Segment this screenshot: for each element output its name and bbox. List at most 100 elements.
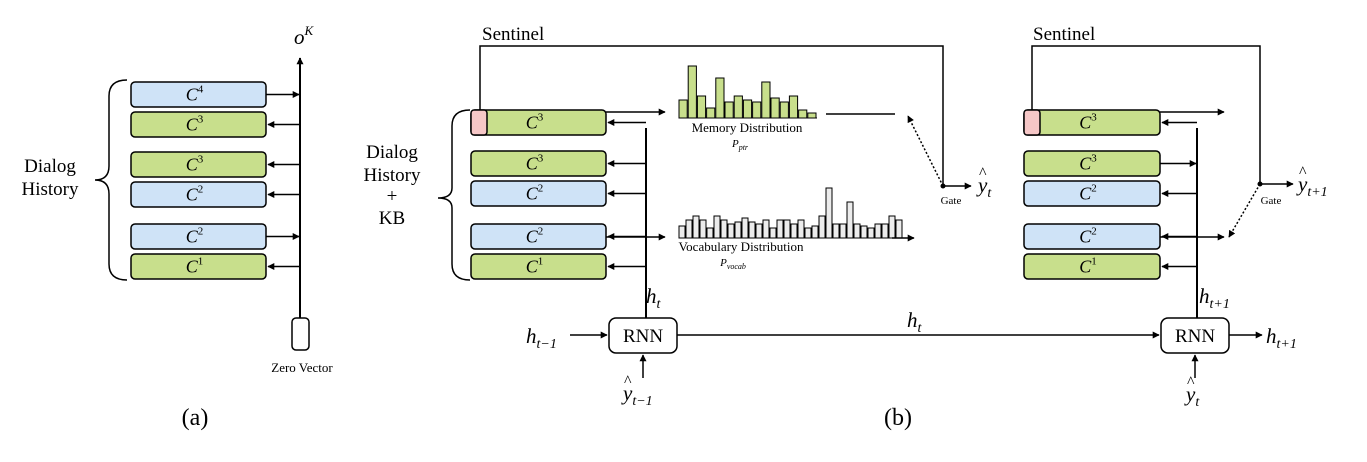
memory-block-c3: C3 xyxy=(1023,150,1197,177)
memory-block-rect xyxy=(130,253,267,280)
h-t-minus-1-label: ht−1 xyxy=(526,324,557,352)
dialog-history-brace xyxy=(94,79,128,281)
panel-b-left-memory-blocks: C3 C3 C2 C2 C1 xyxy=(470,109,646,280)
histogram-bar xyxy=(724,101,734,119)
memory-block-rect xyxy=(470,180,607,207)
histogram-bar xyxy=(895,219,903,239)
memory-block-rect xyxy=(1023,253,1161,280)
dialog-history-kb-brace xyxy=(437,109,471,281)
memory-block-c4: C4 xyxy=(130,81,300,108)
caption-b: (b) xyxy=(884,405,912,431)
memory-block-label: C2 xyxy=(186,184,204,205)
memory-block-label: C2 xyxy=(526,226,544,247)
memory-distribution-histogram xyxy=(678,65,817,119)
histogram-bar xyxy=(807,112,817,119)
zero-vector-label: Zero Vector xyxy=(271,360,333,375)
y-hat-t-plus-1-hat: ^ xyxy=(1299,164,1307,181)
histogram-bar xyxy=(790,223,798,239)
memory-block-rect xyxy=(130,111,267,138)
memory-block-label: C3 xyxy=(1079,153,1097,174)
sentinel-left-cell xyxy=(470,109,488,136)
dialog-history-kb-label-line1: Dialog xyxy=(366,142,418,163)
histogram-bar xyxy=(696,95,707,119)
histogram-bar xyxy=(687,65,697,119)
histogram-bar xyxy=(748,221,756,239)
histogram-bar xyxy=(742,99,753,119)
y-hat-t-input-hat: ^ xyxy=(1187,374,1195,391)
histogram-bar xyxy=(685,219,693,239)
h-t-left-label: ht xyxy=(646,284,662,312)
histogram-bar xyxy=(720,219,728,239)
histogram-bar xyxy=(783,219,791,239)
histogram-bar xyxy=(804,227,812,239)
histogram-bar xyxy=(761,81,771,119)
gate-right-label: Gate xyxy=(1261,195,1282,207)
zero-vector-box xyxy=(291,317,310,351)
memory-block-c3: C3 xyxy=(470,150,646,177)
histogram-bar xyxy=(798,109,808,119)
histogram-bar xyxy=(706,107,716,119)
histogram-bar xyxy=(846,201,854,239)
memory-block-c3: C3 xyxy=(1023,109,1197,136)
memory-distribution-label: Memory Distribution xyxy=(692,120,803,135)
output-label: oK xyxy=(294,23,315,49)
histogram-bar xyxy=(752,101,762,119)
histogram-bar xyxy=(699,219,707,239)
histogram-bar xyxy=(867,227,875,239)
memory-block-label: C3 xyxy=(186,114,204,135)
memory-block-c2: C2 xyxy=(1023,223,1197,250)
h-t-mid-label: ht xyxy=(907,308,923,336)
y-hat-t-label: yt xyxy=(976,173,992,201)
sentinel-right-cell xyxy=(1023,109,1041,136)
memory-block-rect xyxy=(470,253,607,280)
histogram-bar xyxy=(733,95,743,119)
histogram-bar xyxy=(832,223,840,239)
histogram-bar xyxy=(770,97,780,119)
panel-b-right-memory-blocks: C3 C3 C2 C2 C1 xyxy=(1023,109,1197,280)
histogram-bar xyxy=(888,215,896,239)
memory-block-label: C4 xyxy=(186,84,204,105)
memory-block-label: C2 xyxy=(1079,226,1097,247)
memory-block-c1: C1 xyxy=(130,253,300,280)
memory-block-label: C1 xyxy=(1079,256,1097,277)
memory-block-label: C3 xyxy=(186,154,204,175)
histogram-bar xyxy=(706,227,714,239)
dialog-history-label-line2: History xyxy=(22,179,80,200)
histogram-bar xyxy=(839,223,847,239)
histogram-bar xyxy=(811,225,819,239)
histogram-bar xyxy=(692,215,700,239)
histogram-bar xyxy=(762,219,770,239)
histogram-bar xyxy=(678,99,688,119)
memory-block-label: C2 xyxy=(186,226,204,247)
p-vocab-label: Pvocab xyxy=(719,257,746,271)
memory-block-label: C1 xyxy=(186,256,204,277)
panel-a-memory-blocks: C4 C3 C3 C2 C2 C1 xyxy=(130,81,300,280)
gate-left-label: Gate xyxy=(941,195,962,207)
y-hat-t-plus-1-label: yt+1 xyxy=(1296,172,1328,200)
gate-left-switch xyxy=(907,115,944,187)
memory-block-c2: C2 xyxy=(470,180,646,207)
histogram-bar xyxy=(853,223,861,239)
histogram-bar xyxy=(715,77,725,119)
h-t-plus-1-out-label: ht+1 xyxy=(1266,324,1297,352)
histogram-bar xyxy=(797,219,805,239)
p-ptr-label: Pptr xyxy=(731,138,749,152)
y-hat-t-minus-1-hat: ^ xyxy=(624,373,632,390)
histogram-bar xyxy=(776,219,784,239)
histogram-bar xyxy=(825,187,833,239)
memory-block-label: C1 xyxy=(526,256,544,277)
y-hat-t-input-label: yt xyxy=(1184,382,1200,410)
dialog-history-kb-label-line3: + xyxy=(387,186,398,207)
memory-block-label: C2 xyxy=(1079,183,1097,204)
caption-a: (a) xyxy=(182,405,209,431)
histogram-bar xyxy=(860,225,868,239)
sentinel-right-line xyxy=(1031,45,1261,184)
histogram-bar xyxy=(874,223,882,239)
dialog-history-kb-label-line4: KB xyxy=(379,208,405,229)
memory-block-label: C3 xyxy=(526,112,544,133)
memory-block-rect xyxy=(1023,180,1161,207)
memory-block-rect xyxy=(130,151,267,178)
rnn-right-label: RNN xyxy=(1175,326,1215,347)
